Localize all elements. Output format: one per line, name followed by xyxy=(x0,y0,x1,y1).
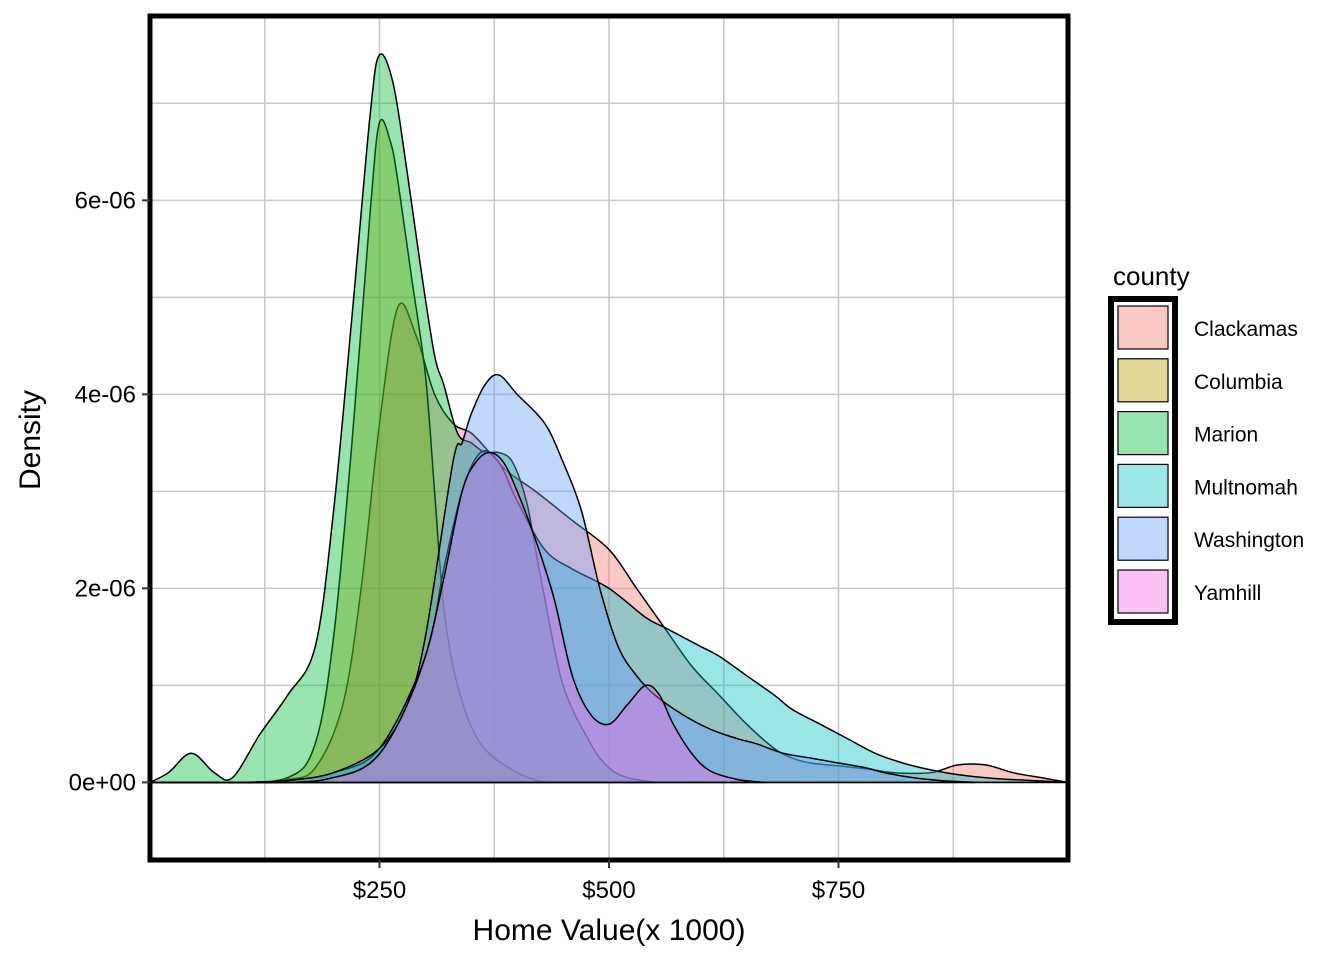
density-area-yamhill xyxy=(149,451,766,784)
legend-key-clackamas xyxy=(1117,305,1169,350)
density-area-clackamas xyxy=(149,302,1069,784)
legend-label-multnomah: Multnomah xyxy=(1194,476,1298,499)
legend-label-columbia: Columbia xyxy=(1194,371,1283,394)
legend-label-washington: Washington xyxy=(1194,529,1304,552)
density-area-columbia xyxy=(149,118,546,784)
density-areas xyxy=(149,53,1069,784)
x-tick-label: $750 xyxy=(812,877,865,904)
legend-key-border xyxy=(1108,296,1178,625)
legend-label-yamhill: Yamhill xyxy=(1194,582,1261,605)
density-area-marion xyxy=(149,53,656,784)
legend-key-columbia xyxy=(1117,358,1169,403)
y-axis: 0e+00 2e-06 4e-06 6e-06 xyxy=(69,187,150,796)
x-axis-title: Home Value(x 1000) xyxy=(473,914,746,947)
y-tick-label: 6e-06 xyxy=(75,187,136,214)
legend-key-multnomah xyxy=(1117,463,1169,508)
y-tick-label: 0e+00 xyxy=(69,769,136,796)
y-tick-label: 2e-06 xyxy=(75,575,136,602)
legend-label-marion: Marion xyxy=(1194,424,1258,447)
legend-key-yamhill xyxy=(1117,569,1169,614)
legend-title: county xyxy=(1113,261,1190,291)
x-tick-label: $250 xyxy=(353,877,406,904)
x-tick-label: $500 xyxy=(582,877,635,904)
y-axis-title: Density xyxy=(14,390,47,490)
legend-key-marion xyxy=(1117,411,1169,456)
x-axis: $250 $500 $750 xyxy=(353,860,865,904)
y-tick-label: 4e-06 xyxy=(75,381,136,408)
legend-label-clackamas: Clackamas xyxy=(1194,318,1298,341)
legend-key-washington xyxy=(1117,516,1169,561)
legend: county Clackamas Columbia Marion Multnomah W… xyxy=(1108,261,1304,625)
